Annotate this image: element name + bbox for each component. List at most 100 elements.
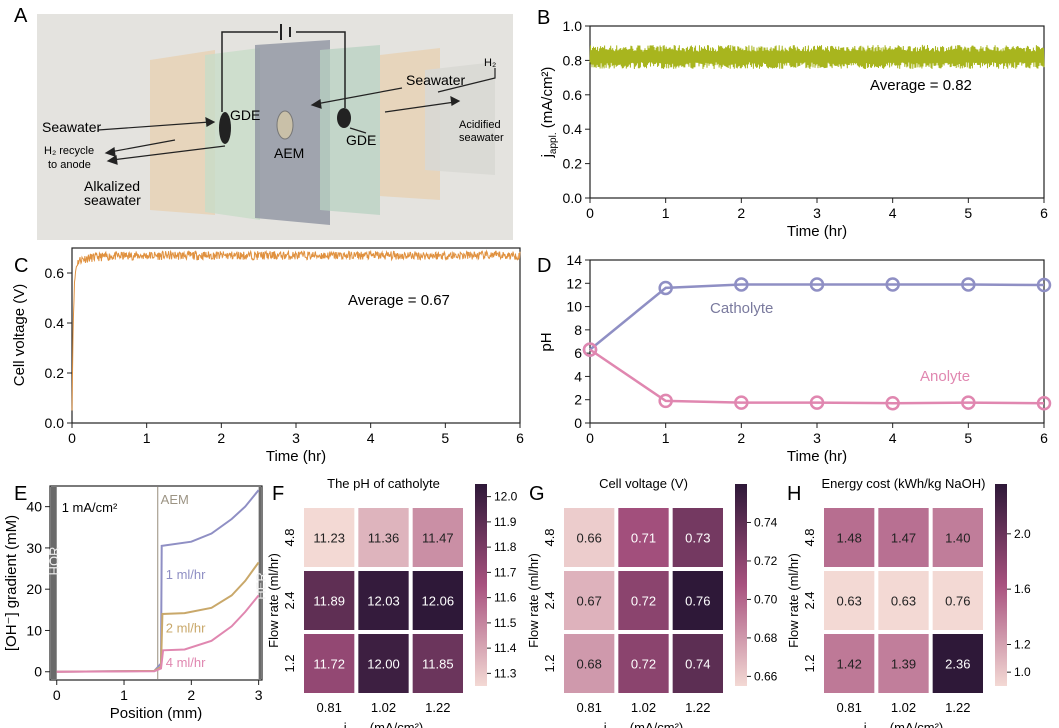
panel-f-cell	[358, 571, 409, 630]
panel-d-x-tick-label: 0	[586, 430, 594, 446]
panel-g-cell	[618, 508, 669, 567]
panel-letter-a: A	[14, 5, 28, 27]
panel-h-x-tick-label: 0.81	[837, 700, 862, 715]
label-alkalized: Alkalized	[84, 178, 140, 194]
panel-e-current-label: 1 mA/cm²	[62, 500, 118, 515]
panel-g-colorbar-tick-label: 0.72	[754, 554, 778, 568]
panel-g-colorbar-tick-label: 0.66	[754, 669, 778, 683]
panel-f-cell-value: 12.06	[422, 594, 455, 609]
panel-h-cell	[878, 634, 929, 693]
panel-b-y-tick-label: 0.8	[563, 52, 583, 68]
panel-f-x-axis-label: jappl. (mA/cm²)	[343, 720, 423, 728]
panel-letter-c: C	[14, 255, 28, 277]
panel-f-y-axis-label: Flow rate (ml/hr)	[266, 553, 281, 648]
panel-b-chart: 0 1 2 3 4 5 6 0.0 0.2 0.4 0.6 0.8 1.0 Time (hr) jappl.…	[539, 18, 1048, 240]
plate-left	[150, 50, 215, 215]
panel-d-x-tick-label: 2	[737, 430, 745, 446]
panel-e-series-1-ml-hr-label: 1 ml/hr	[166, 567, 206, 582]
label-seawater-left: Seawater	[42, 119, 101, 135]
panel-f-cell-value: 11.47	[422, 531, 454, 546]
panel-d-y-tick-label: 12	[566, 275, 582, 291]
panel-b-average-annotation: Average = 0.82	[870, 77, 972, 94]
panel-h-cell-value: 0.76	[945, 594, 970, 609]
label-acidified: Acidified	[459, 119, 501, 131]
panel-d-series-anolyte-point	[582, 342, 598, 357]
panel-b-x-tick-label: 5	[964, 205, 972, 221]
panel-letter-g: G	[529, 483, 545, 505]
panel-e-y-axis-label: [OH⁻] gradient (mM)	[3, 515, 20, 651]
panel-h-cell	[878, 571, 929, 630]
panel-f-cell-value: 12.00	[367, 657, 400, 672]
panel-b-y-label-main: j	[539, 154, 556, 158]
panel-h-x-tick-label: 1.22	[945, 700, 970, 715]
panel-f-cell	[304, 634, 355, 693]
panel-d-y-tick-label: 0	[574, 415, 582, 431]
panel-h-colorbar	[995, 484, 1007, 686]
panel-e-x-tick-label: 2	[187, 687, 195, 703]
panel-g-y-tick-label: 4.8	[542, 528, 557, 546]
panel-g-cell-value: 0.71	[631, 531, 656, 546]
panel-d-x-tick-label: 5	[964, 430, 972, 446]
arrowhead	[106, 154, 118, 165]
panel-d-series-anolyte-point	[961, 395, 976, 410]
panel-h-cell-value: 1.40	[945, 531, 970, 546]
panel-h-x-label-rest: (mA/cm²)	[886, 720, 943, 728]
panel-h-y-tick-label: 1.2	[802, 654, 817, 672]
panel-e-x-tick-label: 0	[53, 687, 61, 703]
panel-d-x-axis-label: Time (hr)	[787, 448, 847, 465]
external-circuit-wire	[221, 31, 346, 112]
gde-right-electrode	[337, 108, 351, 128]
panel-b-y-tick-label: 1.0	[563, 18, 583, 34]
panel-d-y-tick-label: 8	[574, 322, 582, 338]
panel-g-heatmap: Cell voltage (V) 0.66 0.71 0.73 0.67 0.72 0.76…	[526, 476, 778, 728]
panel-f-cell-value: 11.72	[313, 657, 345, 672]
panel-g-cell	[672, 508, 723, 567]
panel-d-x-tick-label: 4	[889, 430, 897, 446]
plate-gde-right	[320, 45, 380, 215]
panel-h-cell-value: 1.47	[891, 531, 916, 546]
panel-b-series-current-density	[589, 44, 1045, 70]
label-seawater-right: Seawater	[406, 72, 465, 88]
label-gde-right: GDE	[346, 132, 376, 148]
panel-c-x-axis-label: Time (hr)	[266, 448, 326, 465]
panel-h-x-label-main: j	[863, 720, 867, 728]
panel-h-colorbar-tick-label: 1.6	[1014, 582, 1031, 596]
panel-d-series-catholyte-line	[589, 283, 1045, 351]
panel-f-cell-value: 11.23	[313, 531, 345, 546]
panel-b-y-tick-label: 0.2	[563, 156, 583, 172]
panel-h-cell-value: 1.48	[837, 531, 862, 546]
panel-f-heatmap: The pH of catholyte 11.23 11.36 11.47 11.89 1…	[266, 476, 518, 728]
panel-letter-f: F	[272, 483, 284, 505]
panel-e-hor-wall	[51, 487, 57, 679]
panel-d-anolyte-label: Anolyte	[920, 368, 970, 385]
panel-c-x-tick-label: 0	[68, 430, 76, 446]
panel-letter-b: B	[537, 7, 550, 29]
plate-aem	[255, 40, 330, 225]
arrow-gde-right	[349, 127, 367, 134]
panel-g-y-axis-label: Flow rate (ml/hr)	[526, 553, 541, 648]
panel-f-cell-value: 11.36	[368, 531, 400, 546]
arrowhead	[450, 95, 461, 106]
panel-g-cell	[618, 571, 669, 630]
panel-f-colorbar-tick-label: 12.0	[494, 490, 518, 504]
panel-b-x-tick-label: 0	[586, 205, 594, 221]
panel-h-x-axis-label: jappl. (mA/cm²)	[863, 720, 943, 728]
panel-e-x-axis-label: Position (mm)	[110, 705, 203, 722]
panel-h-cell	[824, 508, 875, 567]
panel-letter-e: E	[14, 483, 27, 505]
panel-c-x-tick-label: 1	[143, 430, 151, 446]
panel-e-aem-label: AEM	[161, 492, 189, 507]
panel-h-cell	[824, 634, 875, 693]
label-h2-out: H₂	[484, 57, 496, 69]
panel-g-y-tick-label: 1.2	[542, 654, 557, 672]
panel-h-y-tick-label: 4.8	[802, 528, 817, 546]
panel-f-cell-value: 12.03	[367, 594, 400, 609]
arrow-h2-recycle	[109, 139, 176, 153]
arrowhead	[205, 116, 216, 127]
arrow-alkalized-out	[111, 145, 226, 161]
panel-d-series-catholyte-point	[809, 277, 825, 292]
panel-f-colorbar-tick-label: 11.9	[494, 515, 517, 529]
panel-f-x-tick-label: 0.81	[317, 700, 342, 715]
panel-e-x-tick-label: 1	[120, 687, 128, 703]
